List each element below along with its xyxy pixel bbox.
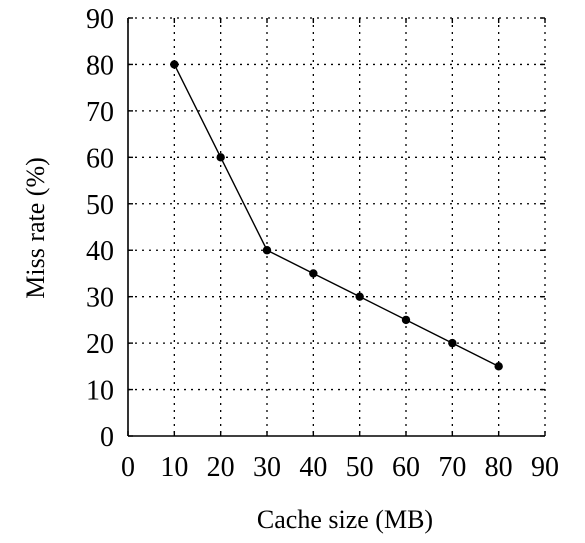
y-tick-label-10: 10: [86, 376, 114, 407]
data-point-40: [309, 269, 318, 278]
ticks: 0 10 20 30 40 50 60 70 80 90 0 10 20 30 40 50 60 70 80 90: [86, 4, 559, 483]
data-point-30: [262, 246, 272, 255]
y-axis-title: Miss rate (%): [21, 157, 50, 299]
y-tick-label-80: 80: [86, 50, 114, 81]
x-tick-label-50: 50: [346, 452, 374, 483]
x-tick-label-20: 20: [207, 452, 235, 483]
data-point-50: [355, 292, 364, 301]
axes: [127, 18, 545, 437]
series: [170, 60, 503, 371]
data-point-20: [216, 153, 225, 162]
x-tick-label-10: 10: [160, 452, 188, 483]
x-tick-label-60: 60: [392, 452, 420, 483]
y-tick-label-70: 70: [86, 97, 114, 128]
series-line-0: [173, 64, 499, 367]
x-tick-label-70: 70: [438, 452, 466, 483]
y-tick-label-30: 30: [86, 283, 114, 314]
x-axis-title: Cache size (MB): [257, 505, 433, 534]
x-tick-label-90: 90: [531, 452, 559, 483]
y-tick-label-90: 90: [86, 4, 114, 35]
y-tick-label-60: 60: [86, 143, 114, 174]
x-tick-label-80: 80: [485, 452, 513, 483]
x-tick-label-30: 30: [253, 452, 281, 483]
data-point-10: [170, 60, 179, 69]
data-point-70: [448, 338, 457, 348]
x-tick-label-0: 0: [121, 452, 135, 483]
y-tick-label-40: 40: [86, 236, 114, 267]
data-point-80: [494, 362, 503, 371]
y-tick-label-50: 50: [86, 190, 114, 221]
x-tick-label-40: 40: [299, 452, 327, 483]
y-tick-label-20: 20: [86, 329, 114, 360]
y-tick-label-0: 0: [100, 422, 114, 453]
data-point-60: [401, 315, 411, 325]
grid: [128, 17, 546, 436]
